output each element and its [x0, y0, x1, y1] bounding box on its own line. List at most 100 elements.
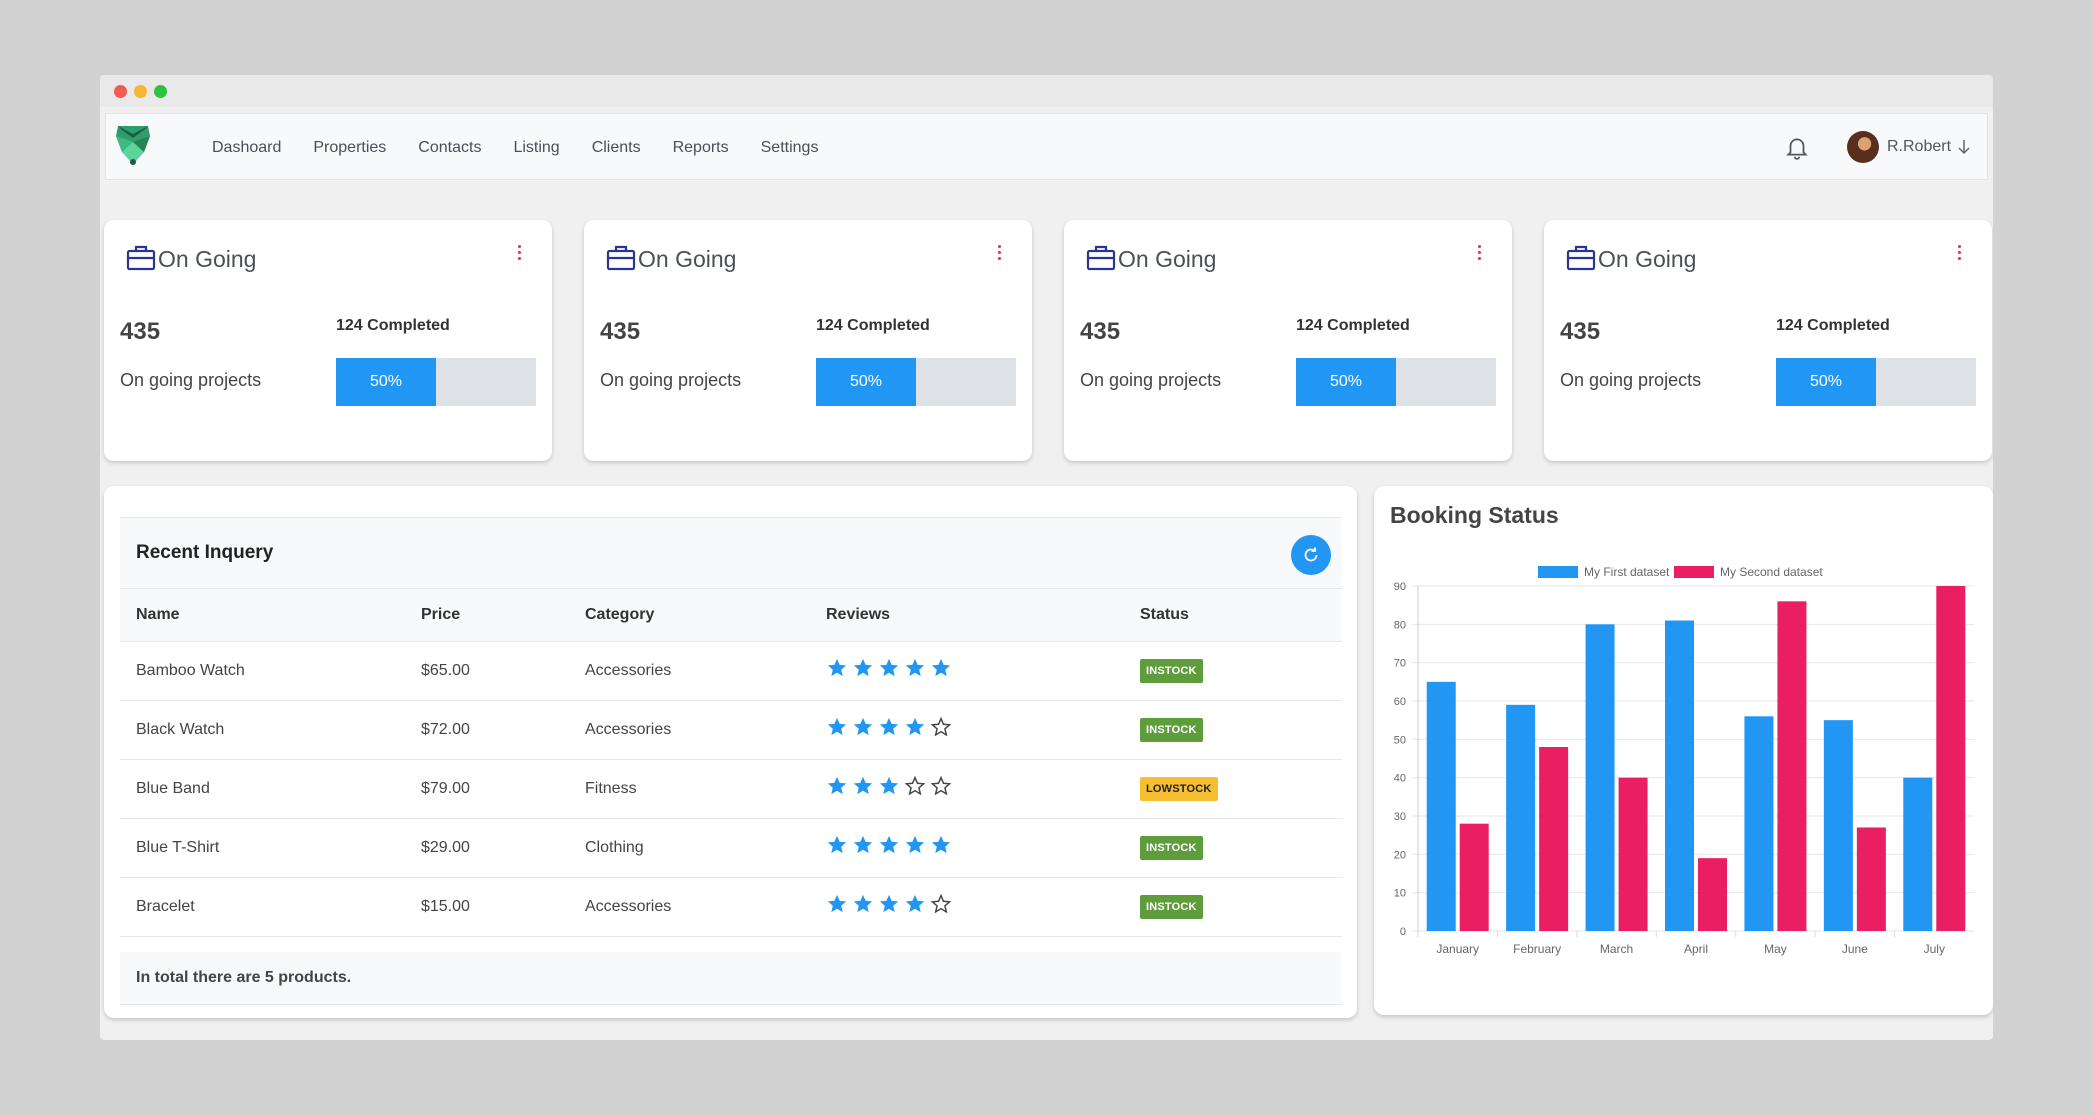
- cell-price: $72.00: [405, 700, 569, 760]
- inquiry-header: Recent Inquery: [120, 517, 1342, 589]
- legend-label: My Second dataset: [1720, 566, 1823, 579]
- card-count: 435: [1080, 318, 1121, 345]
- rating-stars: [826, 834, 1124, 861]
- cell-category: Accessories: [569, 877, 810, 937]
- bar-first-dataset: [1426, 681, 1456, 931]
- nav-contacts[interactable]: Contacts: [418, 138, 482, 156]
- card-subtitle: On going projects: [1560, 370, 1702, 390]
- column-header-name[interactable]: Name: [120, 589, 405, 642]
- nav-properties[interactable]: Properties: [313, 138, 387, 156]
- progress-bar: 50%: [1776, 358, 1976, 406]
- nav-listing[interactable]: Listing: [513, 138, 560, 156]
- status-badge: INSTOCK: [1140, 894, 1203, 919]
- card-menu-button[interactable]: [996, 245, 1002, 265]
- y-tick-label: 60: [1394, 696, 1406, 708]
- cell-status: INSTOCK: [1124, 877, 1342, 937]
- nav-reports[interactable]: Reports: [672, 138, 729, 156]
- card-menu-button[interactable]: [1476, 245, 1482, 265]
- nav-settings[interactable]: Settings: [760, 138, 819, 156]
- rating-stars: [826, 716, 1124, 743]
- bell-icon[interactable]: [1784, 134, 1810, 160]
- status-badge: INSTOCK: [1140, 835, 1203, 860]
- card-menu-button[interactable]: [1956, 245, 1962, 265]
- bar-first-dataset: [1585, 624, 1615, 931]
- cell-reviews: [810, 700, 1124, 760]
- star-filled-icon: [852, 657, 878, 684]
- card-count: 435: [120, 318, 161, 345]
- bar-second-dataset: [1936, 586, 1966, 931]
- star-empty-icon: [930, 716, 956, 743]
- bar-first-dataset: [1744, 716, 1774, 931]
- table-row[interactable]: Blue T-Shirt $29.00 Clothing INSTOCK: [120, 818, 1342, 878]
- table-row[interactable]: Black Watch $72.00 Accessories INSTOCK: [120, 700, 1342, 760]
- table-row[interactable]: Bamboo Watch $65.00 Accessories INSTOCK: [120, 641, 1342, 701]
- star-filled-icon: [826, 775, 852, 802]
- column-header-category[interactable]: Category: [569, 589, 810, 642]
- card-title: On Going: [1598, 246, 1697, 272]
- progress-fill: 50%: [336, 358, 436, 406]
- bar-first-dataset: [1903, 777, 1933, 931]
- bar-second-dataset: [1618, 777, 1648, 931]
- cell-name: Bracelet: [120, 877, 405, 937]
- maximize-window-dot[interactable]: [154, 85, 167, 98]
- stat-card: On Going 435 124 Completed On going proj…: [1064, 220, 1512, 461]
- cell-name: Black Watch: [120, 700, 405, 760]
- star-filled-icon: [878, 657, 904, 684]
- cell-status: LOWSTOCK: [1124, 759, 1342, 819]
- recent-inquiry-panel: Recent Inquery Name Price Category Revie…: [104, 486, 1357, 1018]
- bar-second-dataset: [1698, 858, 1727, 931]
- briefcase-icon: [606, 245, 636, 271]
- star-filled-icon: [852, 893, 878, 920]
- table-header-row: Name Price Category Reviews Status: [120, 589, 1342, 642]
- star-filled-icon: [930, 834, 956, 861]
- progress-bar: 50%: [816, 358, 1016, 406]
- nav-clients[interactable]: Clients: [591, 138, 641, 156]
- y-tick-label: 30: [1394, 811, 1406, 823]
- close-window-dot[interactable]: [114, 85, 127, 98]
- cell-reviews: [810, 877, 1124, 937]
- star-empty-icon: [904, 775, 930, 802]
- cell-status: INSTOCK: [1124, 818, 1342, 878]
- cell-name: Blue T-Shirt: [120, 818, 405, 878]
- column-header-price[interactable]: Price: [405, 589, 569, 642]
- minimize-window-dot[interactable]: [134, 85, 147, 98]
- star-filled-icon: [878, 775, 904, 802]
- app-logo-icon[interactable]: [114, 122, 152, 168]
- cell-category: Fitness: [569, 759, 810, 819]
- bar-first-dataset: [1823, 720, 1853, 931]
- card-subtitle: On going projects: [120, 370, 262, 390]
- star-filled-icon: [826, 716, 852, 743]
- star-filled-icon: [904, 716, 930, 743]
- cell-status: INSTOCK: [1124, 700, 1342, 760]
- column-header-status[interactable]: Status: [1124, 589, 1342, 642]
- rating-stars: [826, 657, 1124, 684]
- x-tick-label: June: [1842, 942, 1868, 956]
- star-filled-icon: [826, 893, 852, 920]
- y-tick-label: 80: [1394, 619, 1406, 631]
- column-header-reviews[interactable]: Reviews: [810, 589, 1124, 642]
- cell-price: $65.00: [405, 641, 569, 701]
- refresh-icon: [1304, 547, 1318, 562]
- cell-name: Blue Band: [120, 759, 405, 819]
- bar-second-dataset: [1777, 601, 1807, 931]
- y-tick-label: 70: [1394, 658, 1406, 670]
- card-completed: 124 Completed: [336, 317, 450, 334]
- cell-category: Clothing: [569, 818, 810, 878]
- refresh-button[interactable]: [1291, 535, 1331, 575]
- star-filled-icon: [878, 893, 904, 920]
- y-tick-label: 40: [1394, 773, 1406, 785]
- star-filled-icon: [826, 657, 852, 684]
- rating-stars: [826, 775, 1124, 802]
- briefcase-icon: [126, 245, 156, 271]
- progress-bar: 50%: [336, 358, 536, 406]
- user-menu[interactable]: R.Robert: [1847, 131, 1971, 163]
- card-menu-button[interactable]: [516, 245, 522, 265]
- arrow-down-icon: [1958, 140, 1970, 155]
- user-name: R.Robert: [1887, 138, 1952, 155]
- status-badge: INSTOCK: [1140, 658, 1203, 683]
- table-row[interactable]: Blue Band $79.00 Fitness LOWSTOCK: [120, 759, 1342, 819]
- nav-dashboard[interactable]: Dashoard: [212, 138, 282, 156]
- star-filled-icon: [878, 834, 904, 861]
- stat-card: On Going 435 124 Completed On going proj…: [584, 220, 1032, 461]
- table-row[interactable]: Bracelet $15.00 Accessories INSTOCK: [120, 877, 1342, 937]
